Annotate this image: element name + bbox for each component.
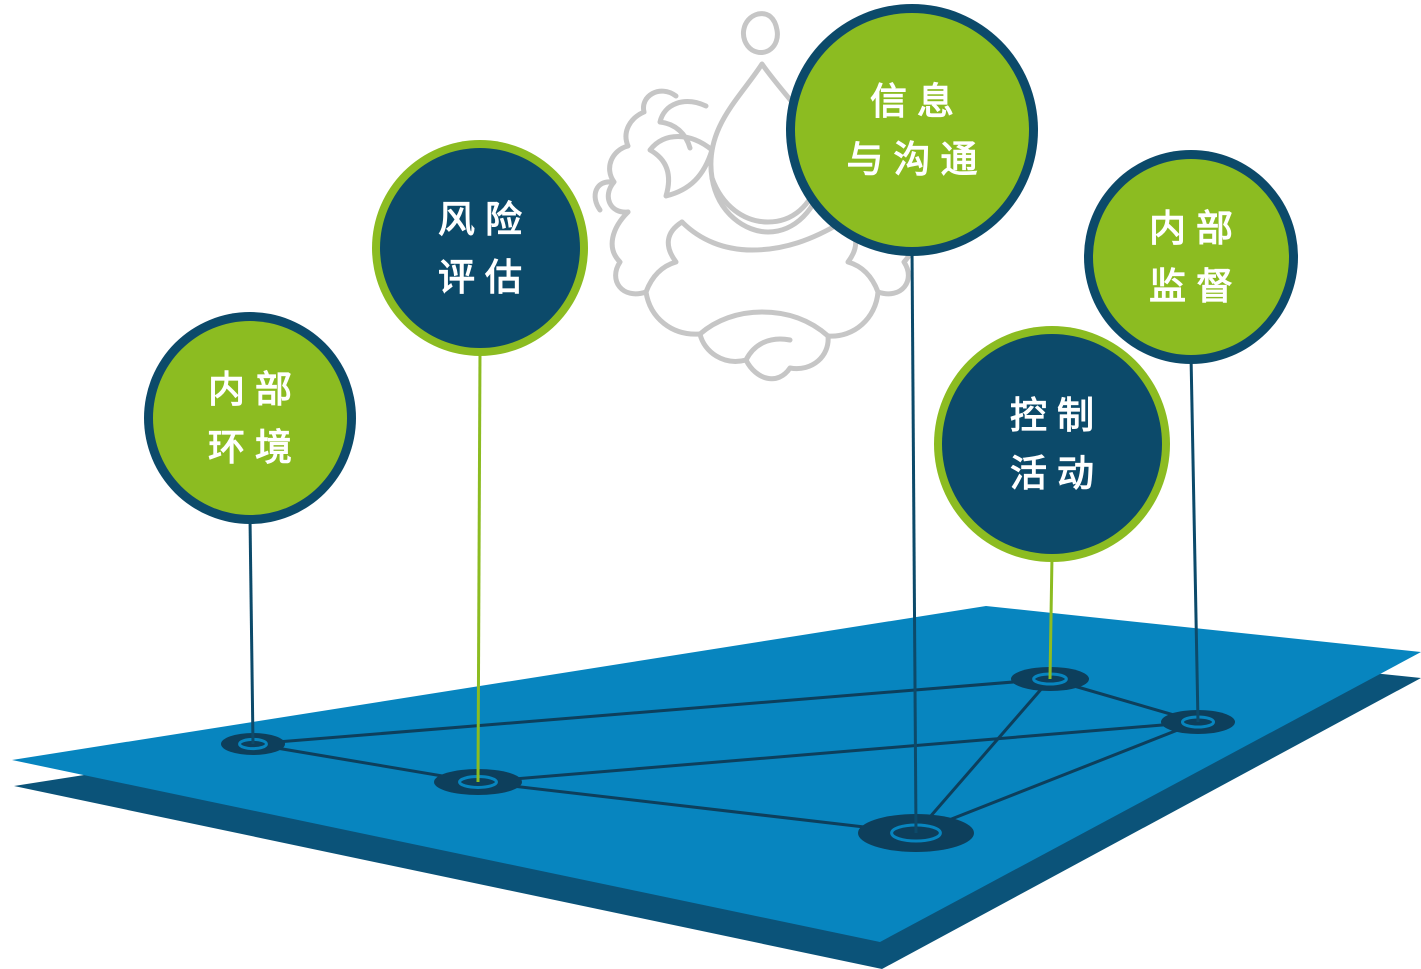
node-label: 环境 [208,426,302,469]
node-fill [153,321,347,515]
node-label: 风险 [438,198,532,241]
network-link [477,780,917,835]
network-link [915,720,1199,835]
node-stems [248,246,1200,834]
node-fill [1093,159,1289,355]
node-label: 监督 [1149,265,1243,308]
node-stem [476,349,482,783]
node-fill [795,13,1029,247]
node-stem [1048,555,1054,680]
node-label: 与沟通 [847,138,988,181]
node-label: 控制 [1010,394,1104,437]
node-label: 评估 [438,256,532,299]
node-label: 内部 [1149,207,1243,250]
node-label: 内部 [208,368,302,411]
node-stem [1189,354,1200,723]
network-link [477,720,1199,784]
node-fill [942,334,1162,554]
node-fill [380,148,580,348]
platform-surface [12,606,1421,942]
node-label: 活动 [1010,452,1104,495]
platform [12,606,1421,969]
network-link [252,677,1051,746]
network-link [914,678,1052,834]
node-label: 信息 [870,80,964,123]
node-anchors [221,667,1235,852]
node-stem [910,246,918,834]
node-stem [248,517,255,745]
